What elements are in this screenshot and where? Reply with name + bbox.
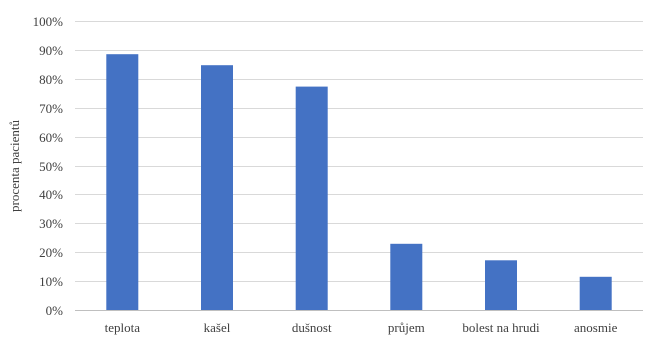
bar-anosmie (579, 276, 612, 310)
x-category-label: teplota (105, 320, 141, 335)
y-tick-label: 100% (33, 14, 64, 29)
bar-teplota (106, 54, 139, 311)
y-tick-label: 90% (39, 43, 63, 58)
gridlines (75, 21, 643, 311)
bar-kašel (201, 65, 233, 310)
y-tick-label: 20% (39, 245, 63, 260)
y-tick-label: 10% (39, 274, 63, 289)
x-category-label: průjem (388, 320, 425, 335)
y-tick-label: 70% (39, 101, 63, 116)
x-axis-category-labels: teplota kašel dušnost průjem bolest na hrudi… (105, 320, 618, 335)
bar-bolest-na-hrudi (485, 260, 517, 310)
y-tick-label: 60% (39, 130, 63, 145)
x-category-label: bolest na hrudi (462, 320, 540, 335)
bars (106, 54, 612, 311)
x-category-label: dušnost (292, 320, 332, 335)
y-tick-label: 30% (39, 216, 63, 231)
y-tick-label: 40% (39, 187, 63, 202)
bar-průjem (390, 243, 423, 310)
y-axis-tick-labels: 0% 10% 20% 30% 40% 50% 60% 70% 80% 90% 100% (33, 14, 64, 318)
bar-dušnost (295, 86, 328, 310)
y-tick-label: 80% (39, 72, 63, 87)
y-axis-title: procenta pacientů (7, 119, 22, 212)
x-category-label: kašel (204, 320, 231, 335)
y-tick-label: 50% (39, 159, 63, 174)
x-category-label: anosmie (574, 320, 618, 335)
y-tick-label: 0% (46, 303, 64, 318)
